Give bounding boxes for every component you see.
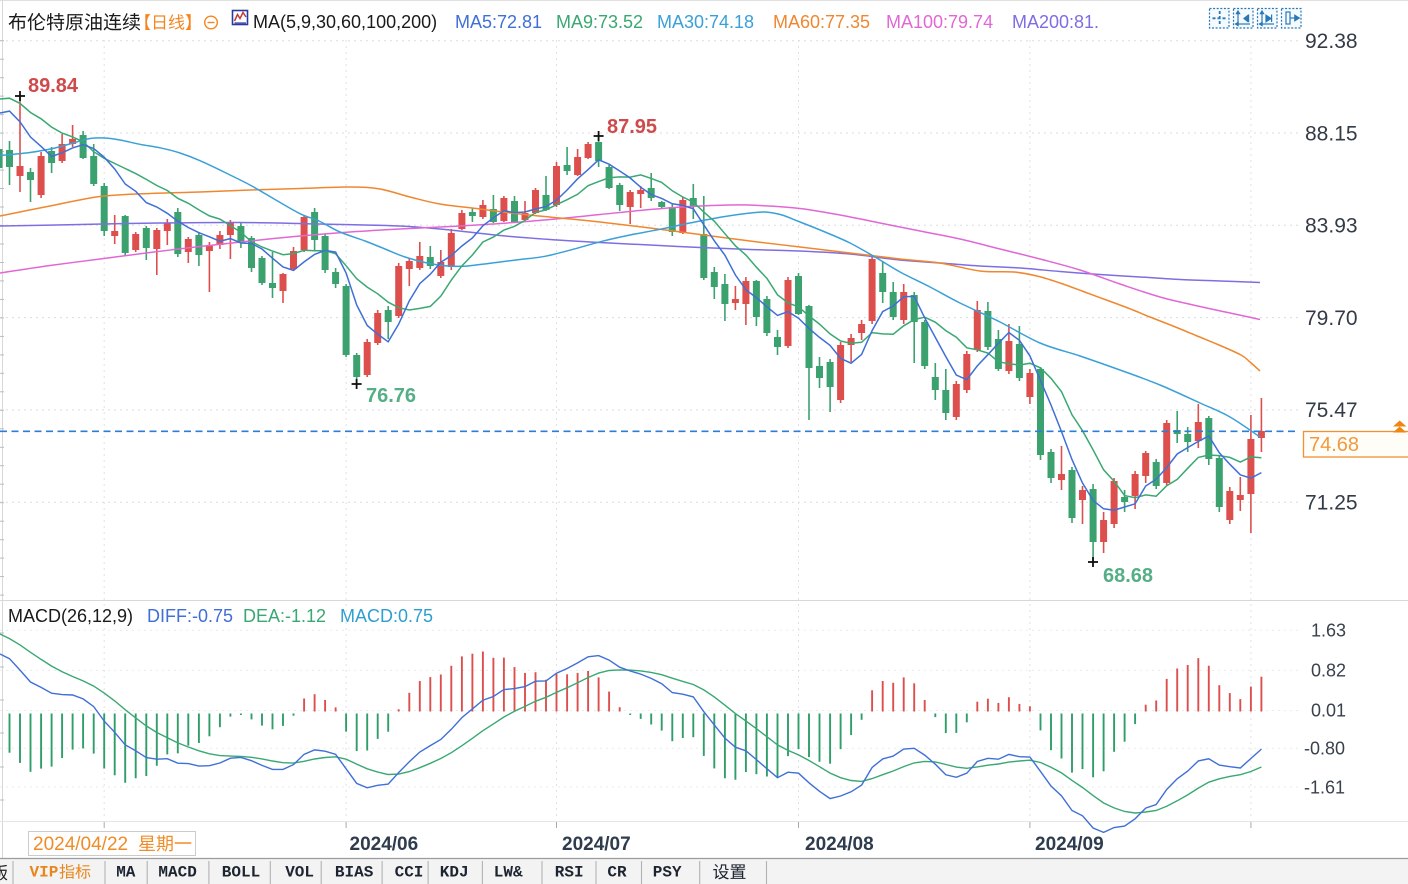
svg-text:0.01: 0.01 — [1311, 700, 1346, 720]
svg-text:2024/06: 2024/06 — [350, 834, 419, 855]
svg-text:CR: CR — [607, 864, 627, 882]
svg-text:MA9:73.52: MA9:73.52 — [556, 12, 643, 32]
svg-text:MACD(26,12,9): MACD(26,12,9) — [8, 606, 133, 626]
svg-text:75.47: 75.47 — [1305, 399, 1358, 422]
svg-text:0.82: 0.82 — [1311, 661, 1346, 681]
svg-text:2024/04/22: 2024/04/22 — [33, 834, 128, 855]
svg-text:VOL: VOL — [285, 864, 314, 882]
svg-text:VIP: VIP — [30, 864, 59, 882]
svg-text:PSY: PSY — [653, 864, 682, 882]
svg-text:88.15: 88.15 — [1305, 122, 1358, 145]
svg-text:MA60:77.35: MA60:77.35 — [773, 12, 870, 32]
svg-text:MA30:74.18: MA30:74.18 — [657, 12, 754, 32]
svg-text:87.95: 87.95 — [607, 116, 657, 138]
svg-text:BIAS: BIAS — [335, 864, 374, 882]
svg-text:DEA:-1.12: DEA:-1.12 — [243, 606, 326, 626]
svg-text:83.93: 83.93 — [1305, 215, 1358, 238]
svg-text:MA5:72.81: MA5:72.81 — [455, 12, 542, 32]
svg-text:1.63: 1.63 — [1311, 621, 1346, 641]
svg-text:-1.61: -1.61 — [1304, 777, 1345, 797]
svg-text:CCI: CCI — [395, 864, 424, 882]
svg-text:71.25: 71.25 — [1305, 492, 1358, 515]
svg-text:68.68: 68.68 — [1103, 565, 1153, 587]
svg-text:92.38: 92.38 — [1305, 30, 1358, 53]
svg-text:MA: MA — [116, 864, 136, 882]
svg-text:BOLL: BOLL — [222, 864, 260, 882]
svg-text:KDJ: KDJ — [440, 864, 469, 882]
svg-text:76.76: 76.76 — [366, 385, 416, 407]
svg-text:74.68: 74.68 — [1309, 434, 1359, 456]
svg-text:MA100:79.74: MA100:79.74 — [886, 12, 993, 32]
svg-text:MA(5,9,30,60,100,200): MA(5,9,30,60,100,200) — [253, 12, 437, 32]
svg-text:MA200:81.: MA200:81. — [1012, 12, 1099, 32]
svg-text:-0.80: -0.80 — [1304, 739, 1345, 759]
svg-text:2024/07: 2024/07 — [562, 834, 631, 855]
svg-text:RSI: RSI — [555, 864, 584, 882]
svg-text:MACD:0.75: MACD:0.75 — [340, 606, 433, 626]
svg-text:LW&: LW& — [494, 864, 523, 882]
svg-text:2024/08: 2024/08 — [805, 834, 874, 855]
svg-text:89.84: 89.84 — [28, 75, 79, 97]
svg-text:2024/09: 2024/09 — [1035, 834, 1104, 855]
svg-text:79.70: 79.70 — [1305, 307, 1358, 330]
svg-text:DIFF:-0.75: DIFF:-0.75 — [147, 606, 233, 626]
svg-text:MACD: MACD — [158, 864, 196, 882]
